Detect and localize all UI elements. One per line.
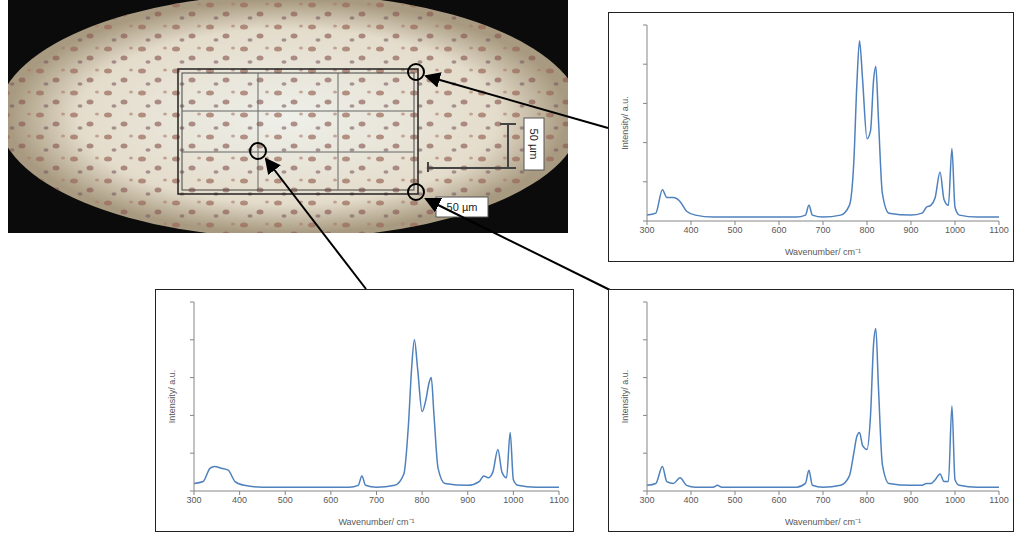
svg-text:800: 800 [415,495,430,505]
svg-text:500: 500 [278,495,293,505]
svg-text:600: 600 [771,225,786,235]
svg-text:Intensity/ a.u.: Intensity/ a.u. [620,370,630,424]
svg-text:700: 700 [815,225,830,235]
svg-text:Wavenumber/ cm⁻¹: Wavenumber/ cm⁻¹ [785,247,861,257]
svg-text:400: 400 [683,225,698,235]
svg-text:300: 300 [639,225,654,235]
svg-text:300: 300 [186,495,201,505]
svg-text:400: 400 [232,495,247,505]
svg-text:Wavenumber/ cm⁻¹: Wavenumber/ cm⁻¹ [338,517,414,527]
svg-text:50 µm: 50 µm [528,129,540,160]
svg-text:900: 900 [903,225,918,235]
svg-text:400: 400 [683,495,698,505]
svg-text:Intensity/ a.u.: Intensity/ a.u. [620,96,630,150]
svg-text:700: 700 [369,495,384,505]
svg-text:1100: 1100 [989,495,1008,505]
svg-text:300: 300 [639,495,654,505]
svg-text:600: 600 [771,495,786,505]
svg-text:1100: 1100 [989,225,1008,235]
svg-text:50 µm: 50 µm [446,201,478,213]
svg-text:1000: 1000 [945,225,965,235]
svg-text:Wavenumber/ cm⁻¹: Wavenumber/ cm⁻¹ [785,517,861,527]
svg-text:900: 900 [460,495,475,505]
svg-text:1000: 1000 [945,495,965,505]
svg-text:700: 700 [815,495,830,505]
svg-text:500: 500 [727,495,742,505]
svg-text:1000: 1000 [503,495,523,505]
svg-text:800: 800 [859,495,874,505]
svg-text:Intensity/ a.u.: Intensity/ a.u. [167,370,177,424]
svg-text:800: 800 [859,225,874,235]
svg-text:900: 900 [903,495,918,505]
svg-text:600: 600 [323,495,338,505]
svg-text:1100: 1100 [549,495,568,505]
svg-text:500: 500 [727,225,742,235]
